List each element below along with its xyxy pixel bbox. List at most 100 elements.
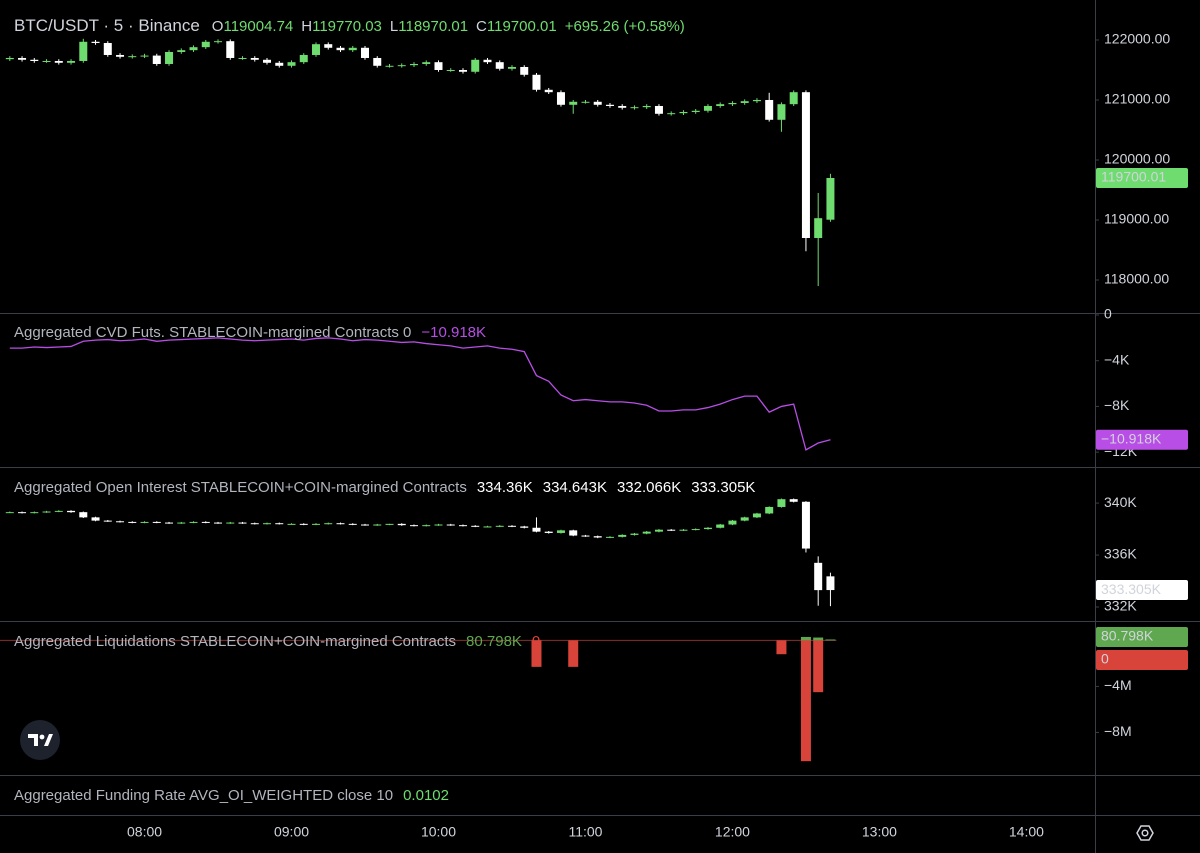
candle-body: [765, 506, 774, 514]
ohlc-value: 118970.01: [398, 18, 468, 35]
tradingview-logo[interactable]: [20, 720, 60, 760]
value-box: [1096, 580, 1188, 601]
candle-body: [703, 105, 712, 111]
value-box-label: 333.305K: [1101, 581, 1162, 597]
candle-body: [103, 520, 112, 522]
candle-body: [30, 59, 39, 61]
candle-body: [312, 44, 321, 55]
candle-body: [238, 57, 247, 59]
candle-body: [67, 60, 76, 63]
legend-value: 334.36K: [477, 479, 533, 496]
candle-body: [593, 536, 602, 538]
candle-body: [556, 530, 565, 533]
candle-body: [263, 523, 272, 525]
settings-button[interactable]: [1136, 825, 1154, 841]
candle-body: [471, 59, 480, 72]
y-tick-label: 118000.00: [1104, 271, 1169, 287]
candle-body: [495, 525, 504, 527]
candle-body: [312, 523, 321, 525]
legend-value: 332.066K: [617, 479, 681, 496]
candle-body: [91, 41, 100, 43]
candle-body: [654, 105, 663, 114]
candle-body: [165, 522, 174, 524]
candle-body: [630, 107, 639, 109]
title-text: BTC/USDT · 5 · Binance: [14, 16, 200, 35]
candle-body: [250, 523, 259, 525]
candle-body: [140, 521, 149, 523]
candle-body: [581, 101, 590, 103]
candle-body: [79, 512, 88, 518]
candle-body: [140, 55, 149, 57]
candle-body: [471, 525, 480, 527]
candle-body: [814, 218, 823, 238]
candle-body: [446, 69, 455, 71]
candle-body: [667, 113, 676, 115]
change-value: +695.26 (+0.58%): [565, 18, 685, 35]
candle-body: [544, 89, 553, 93]
settings-icon: [1136, 825, 1154, 841]
value-box: [1096, 650, 1188, 670]
candle-body: [618, 105, 627, 108]
title-text: Aggregated Funding Rate AVG_OI_WEIGHTED …: [14, 787, 393, 804]
candle-body: [5, 57, 14, 60]
candle-body: [728, 520, 737, 525]
candle-body: [789, 499, 798, 502]
value-box-label: 80.798K: [1101, 628, 1154, 644]
candle-body: [495, 62, 504, 69]
y-tick-label: −8M: [1104, 723, 1132, 739]
x-tick-label: 12:00: [715, 824, 750, 840]
pane-title: Aggregated Funding Rate AVG_OI_WEIGHTED …: [14, 787, 449, 804]
value-box-label: −10.918K: [1101, 430, 1162, 446]
candle-body: [116, 521, 125, 523]
candle-body: [189, 521, 198, 523]
candle-body: [642, 531, 651, 534]
candle-body: [226, 522, 235, 524]
candle-body: [556, 92, 565, 105]
candle-body: [336, 47, 345, 51]
candle-body: [422, 525, 431, 527]
candle-body: [165, 51, 174, 64]
candle-body: [507, 525, 516, 527]
candle-body: [275, 523, 284, 525]
candle-body: [373, 57, 382, 66]
pane-title: Aggregated Open Interest STABLECOIN+COIN…: [14, 479, 755, 496]
candle-body: [801, 92, 810, 238]
candle-body: [5, 512, 14, 514]
candle-body: [581, 535, 590, 537]
liquidation-bar: [776, 640, 787, 655]
value-box: [1096, 429, 1188, 450]
legend-value: 0: [532, 633, 540, 650]
cvd-line: [9, 337, 831, 451]
candle-body: [667, 529, 676, 531]
candle-body: [569, 530, 578, 536]
y-tick-label: 332K: [1104, 598, 1137, 614]
x-tick-label: 10:00: [421, 824, 456, 840]
x-tick-label: 13:00: [862, 824, 897, 840]
y-tick-label: 0: [1104, 306, 1112, 322]
candle-body: [532, 527, 541, 532]
candle-body: [299, 523, 308, 525]
candle-body: [703, 527, 712, 530]
logo-shape: [44, 734, 53, 746]
candle-body: [79, 41, 88, 61]
candle-body: [642, 105, 651, 108]
candle-body: [128, 521, 137, 523]
candle-body: [777, 104, 786, 120]
legend-value: 0.0102: [403, 787, 449, 804]
candle-body: [361, 47, 369, 58]
candle-body: [422, 62, 431, 64]
candle-body: [630, 533, 639, 535]
candle-body: [716, 524, 725, 528]
candle-body: [54, 60, 63, 63]
candle-body: [361, 524, 369, 526]
candle-body: [605, 104, 614, 106]
candle-body: [434, 524, 443, 526]
candle-body: [54, 510, 63, 512]
candle-body: [226, 41, 235, 58]
candle-body: [483, 59, 492, 63]
candle-body: [67, 510, 76, 513]
candle-body: [520, 526, 529, 528]
candle-body: [789, 92, 798, 105]
